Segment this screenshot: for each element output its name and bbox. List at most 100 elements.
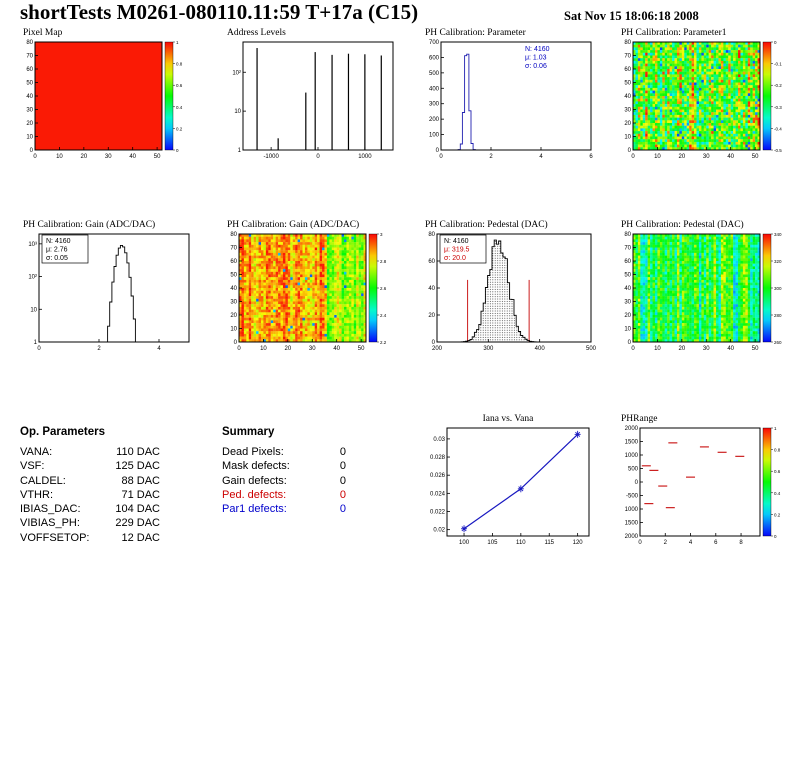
param-value: 110 DAC [116, 446, 160, 458]
chart-title: PH Calibration: Parameter [425, 28, 526, 38]
summary-title: Summary [222, 426, 275, 438]
op-parameters-rows: VANA: 110 DAC VSF: 125 DAC CALDEL: 88 DAC VTHR… [20, 445, 160, 545]
svg-text:600: 600 [429, 55, 440, 61]
svg-text:0: 0 [432, 340, 436, 346]
summary-rows: Dead Pixels: 0 Mask defects: 0 Gain defects:… [222, 445, 346, 516]
svg-text:20: 20 [26, 121, 33, 127]
param-row: VOFFSETOP: 12 DAC [20, 531, 160, 545]
svg-text:0: 0 [30, 148, 34, 154]
gain-hist-chart: 0 2 4 1 10 10² 10³ N: 4160 μ: 2.76σ: 0.05 [28, 233, 190, 352]
svg-text:10: 10 [230, 327, 237, 333]
svg-text:500: 500 [429, 71, 440, 77]
svg-text:80: 80 [230, 232, 237, 238]
svg-text:40: 40 [624, 94, 631, 100]
svg-text:10: 10 [30, 307, 37, 313]
svg-text:20: 20 [230, 313, 237, 319]
svg-text:10³: 10³ [28, 242, 37, 248]
param-row: VANA: 110 DAC [20, 445, 160, 459]
svg-text:60: 60 [624, 67, 631, 73]
param-value: 229 DAC [115, 517, 160, 530]
svg-text:20: 20 [428, 313, 435, 319]
svg-text:10: 10 [234, 109, 241, 115]
chart-title: PH Calibration: Parameter1 [621, 28, 727, 38]
svg-text:10²: 10² [28, 275, 37, 281]
summary-label: Ped. defects: [222, 488, 287, 501]
address-levels-chart: -1000 0 1000 1 10 10² [232, 41, 394, 160]
op-parameters-title: Op. Parameters [20, 426, 106, 438]
svg-text:2: 2 [97, 346, 101, 352]
svg-text:500: 500 [586, 346, 596, 352]
svg-text:20: 20 [624, 121, 631, 127]
param-label: VTHR: [20, 488, 53, 501]
param-label: VSF: [20, 460, 45, 473]
summary-label: Gain defects: [222, 474, 287, 487]
chart-title: PHRange [621, 414, 658, 424]
svg-text:2.4: 2.4 [380, 313, 387, 318]
svg-text:400: 400 [429, 86, 440, 92]
chart-title: PH Calibration: Pedestal (DAC) [425, 220, 548, 230]
chart-title: Iana vs. Vana [482, 414, 534, 424]
ph-parameter1-map-panel: PH Calibration: Parameter1 0 -0.1 -0.2 -0.3… [616, 28, 792, 163]
ph-parameter-hist-chart: 0 2 4 6 0 100 200 300 400 500 600 700 N: 4160 μ: 1.03… [429, 40, 593, 160]
summary-label: Dead Pixels: [222, 446, 284, 458]
svg-text:1: 1 [238, 148, 242, 154]
svg-text:σ: 0.06: σ: 0.06 [525, 63, 547, 70]
svg-text:N: 4160: N: 4160 [444, 238, 469, 245]
param-row: VTHR: 71 DAC [20, 488, 160, 502]
svg-text:0: 0 [439, 154, 443, 160]
svg-text:4: 4 [539, 154, 543, 160]
svg-text:50: 50 [358, 346, 365, 352]
svg-text:50: 50 [154, 154, 161, 160]
svg-text:50: 50 [624, 81, 631, 87]
param-value: 104 DAC [115, 503, 160, 516]
svg-text:30: 30 [105, 154, 112, 160]
svg-text:4: 4 [157, 346, 161, 352]
svg-text:2.6: 2.6 [380, 286, 387, 291]
svg-text:70: 70 [624, 54, 631, 60]
svg-text:40: 40 [428, 286, 435, 292]
summary-value: 0 [339, 503, 346, 516]
summary-value: 0 [339, 474, 346, 487]
param-value: 71 DAC [121, 488, 160, 501]
summary-value: 0 [339, 488, 346, 501]
svg-text:300: 300 [483, 346, 494, 352]
summary-row: Dead Pixels: 0 [222, 445, 346, 459]
svg-text:10²: 10² [232, 70, 241, 76]
svg-text:10: 10 [624, 135, 631, 141]
param-value: 125 DAC [115, 460, 160, 473]
svg-text:30: 30 [230, 300, 237, 306]
svg-text:-0.4: -0.4 [774, 126, 782, 131]
pixel-map-panel: Pixel Map 1 0.8 0.6 0.4 0.2 0 0 10 20 30 40 50 0 10 20… [18, 28, 194, 163]
ph-parameter-hist-panel: PH Calibration: Parameter 0 2 4 6 0 100 200 300… [420, 28, 596, 163]
svg-text:10: 10 [654, 154, 661, 160]
svg-text:6: 6 [589, 154, 593, 160]
timestamp: Sat Nov 15 18:06:18 2008 [564, 9, 699, 23]
svg-text:10: 10 [56, 154, 63, 160]
svg-text:-0.1: -0.1 [774, 62, 782, 67]
svg-text:N: 4160: N: 4160 [525, 46, 550, 53]
svg-text:20: 20 [285, 346, 292, 352]
svg-text:0: 0 [316, 154, 320, 160]
svg-text:-0.5: -0.5 [774, 148, 782, 153]
svg-text:100: 100 [429, 133, 440, 139]
pixel-map-chart: 10.80.60.40.200 10 20 30 40 50010203040506070… [26, 40, 182, 160]
summary-row: Mask defects: 0 [222, 459, 346, 473]
pedestal-hist-chart: 200 300 400 500 0 20 40 60 80 N: 4160 μ: 319.5σ: 2… [428, 232, 596, 352]
svg-text:0: 0 [628, 148, 632, 154]
param-label: IBIAS_DAC: [20, 503, 81, 516]
svg-text:30: 30 [624, 108, 631, 114]
svg-text:1000: 1000 [358, 154, 372, 160]
svg-text:0: 0 [436, 148, 440, 154]
summary-row: Gain defects: 0 [222, 474, 346, 488]
svg-text:40: 40 [230, 286, 237, 292]
svg-text:3: 3 [380, 232, 383, 237]
svg-text:1: 1 [34, 340, 38, 346]
svg-text:σ: 0.05: σ: 0.05 [46, 255, 68, 262]
svg-text:0: 0 [176, 148, 179, 153]
svg-text:-0.3: -0.3 [774, 105, 782, 110]
param-value: 88 DAC [121, 474, 160, 487]
svg-text:400: 400 [535, 346, 546, 352]
svg-text:0: 0 [37, 346, 41, 352]
